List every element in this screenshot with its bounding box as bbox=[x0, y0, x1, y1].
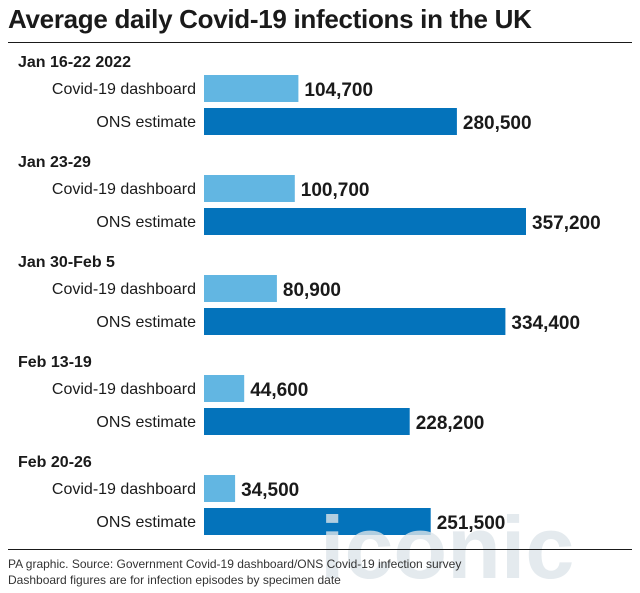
value-label-2-0: 80,900 bbox=[283, 280, 341, 301]
value-label-4-0: 34,500 bbox=[241, 480, 299, 501]
source-note: PA graphic. Source: Government Covid-19 … bbox=[8, 556, 632, 588]
series-label-4-1: ONS estimate bbox=[96, 514, 196, 531]
group-label-4: Feb 20-26 bbox=[18, 454, 92, 471]
bar-1-1 bbox=[204, 208, 526, 235]
series-label-0-0: Covid-19 dashboard bbox=[52, 81, 196, 98]
value-label-3-0: 44,600 bbox=[250, 380, 308, 401]
bar-3-1 bbox=[204, 408, 410, 435]
value-label-1-1: 357,200 bbox=[532, 213, 601, 234]
bar-1-0 bbox=[204, 175, 295, 202]
title-divider bbox=[8, 42, 632, 43]
source-text: PA graphic. Source: Government Covid-19 … bbox=[8, 557, 462, 571]
value-label-3-1: 228,200 bbox=[416, 413, 485, 434]
bar-0-0 bbox=[204, 75, 299, 102]
group-label-0: Jan 16-22 2022 bbox=[18, 54, 131, 71]
bar-0-1 bbox=[204, 108, 457, 135]
series-label-1-1: ONS estimate bbox=[96, 214, 196, 231]
series-label-0-1: ONS estimate bbox=[96, 114, 196, 131]
value-label-1-0: 100,700 bbox=[301, 180, 370, 201]
iconic-watermark: iconic bbox=[320, 498, 574, 590]
value-label-0-1: 280,500 bbox=[463, 113, 532, 134]
group-label-1: Jan 23-29 bbox=[18, 154, 91, 171]
group-label-3: Feb 13-19 bbox=[18, 354, 92, 371]
series-label-3-1: ONS estimate bbox=[96, 414, 196, 431]
footnote-text: Dashboard figures are for infection epis… bbox=[8, 573, 341, 587]
watermark-text: iconic bbox=[320, 498, 574, 590]
group-label-2: Jan 30-Feb 5 bbox=[18, 254, 115, 271]
bar-4-1 bbox=[204, 508, 431, 535]
value-label-2-1: 334,400 bbox=[511, 313, 580, 334]
bar-2-1 bbox=[204, 308, 506, 335]
series-label-3-0: Covid-19 dashboard bbox=[52, 381, 196, 398]
bar-chart: Jan 16-22 2022 Covid-19 dashboard 104,700 O… bbox=[18, 54, 601, 535]
series-label-4-0: Covid-19 dashboard bbox=[52, 481, 196, 498]
value-label-4-1: 251,500 bbox=[437, 513, 506, 534]
bar-3-0 bbox=[204, 375, 245, 402]
bar-2-0 bbox=[204, 275, 277, 302]
series-label-2-0: Covid-19 dashboard bbox=[52, 281, 196, 298]
chart-title: Average daily Covid-19 infections in the… bbox=[8, 4, 532, 34]
footer-divider bbox=[8, 549, 632, 550]
bar-4-0 bbox=[204, 475, 236, 502]
series-label-1-0: Covid-19 dashboard bbox=[52, 181, 196, 198]
series-label-2-1: ONS estimate bbox=[96, 314, 196, 331]
value-label-0-0: 104,700 bbox=[304, 80, 373, 101]
